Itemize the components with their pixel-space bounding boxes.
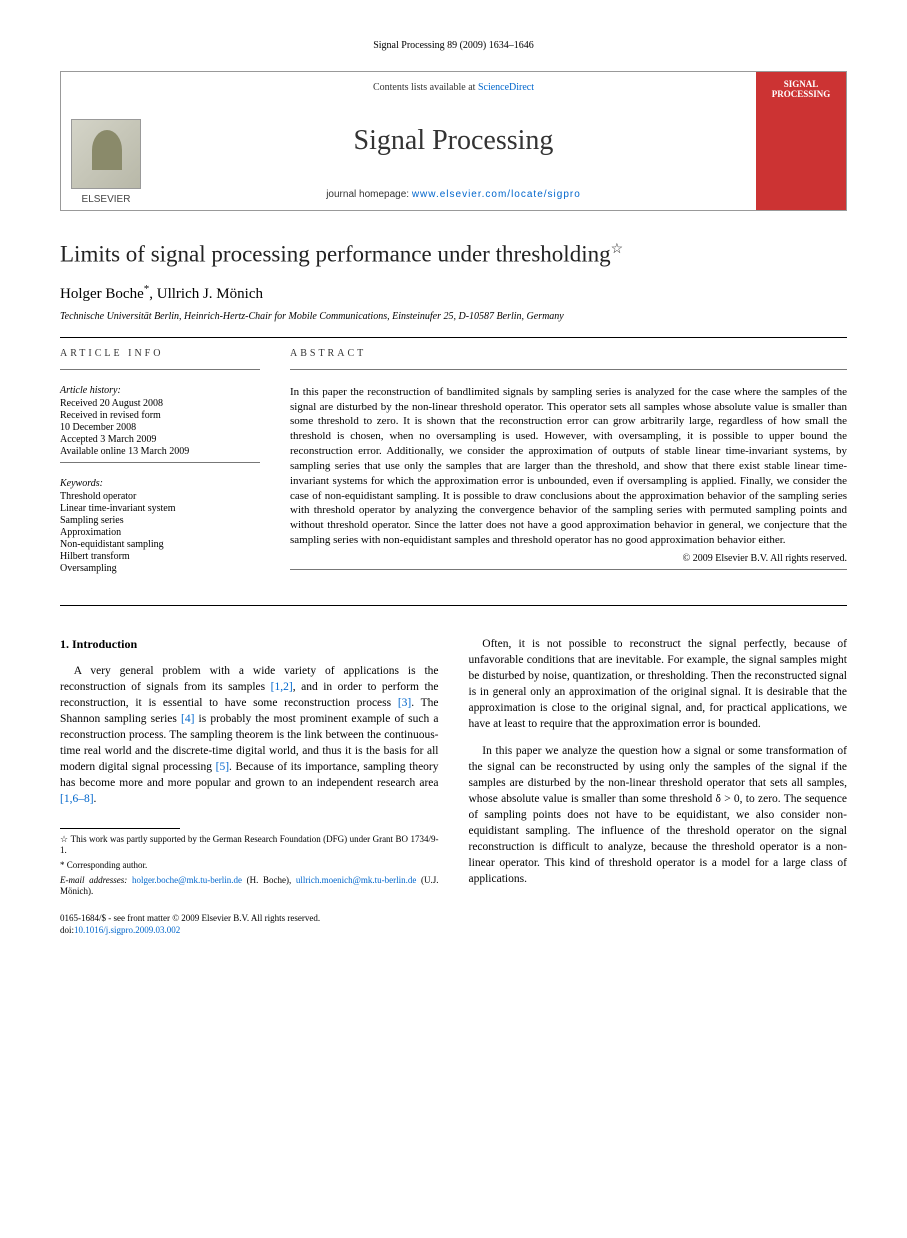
title-footnote-marker: ☆ (611, 242, 624, 257)
journal-banner: ELSEVIER Contents lists available at Sci… (60, 71, 847, 211)
abstract-label: ABSTRACT (290, 348, 847, 359)
article-meta: ARTICLE INFO Article history: Received 2… (60, 348, 847, 585)
history-accepted: Accepted 3 March 2009 (60, 434, 260, 445)
citation-link[interactable]: [4] (181, 713, 194, 725)
email-link-1[interactable]: holger.boche@mk.tu-berlin.de (132, 875, 242, 885)
publisher-logo-block: ELSEVIER (61, 72, 151, 210)
contents-available-line: Contents lists available at ScienceDirec… (171, 82, 736, 93)
doi-prefix: doi: (60, 925, 74, 935)
thin-divider (290, 569, 847, 570)
citation-link[interactable]: [5] (216, 761, 229, 773)
history-label: Article history: (60, 385, 260, 396)
history-received: Received 20 August 2008 (60, 398, 260, 409)
paragraph: In this paper we analyze the question ho… (469, 743, 848, 888)
doi-link[interactable]: 10.1016/j.sigpro.2009.03.002 (74, 925, 180, 935)
homepage-prefix: journal homepage: (326, 189, 412, 200)
cover-title: SIGNAL PROCESSING (760, 80, 842, 100)
author-1: Holger Boche (60, 286, 144, 302)
article-info-column: ARTICLE INFO Article history: Received 2… (60, 348, 260, 585)
thin-divider (60, 369, 260, 370)
divider (60, 605, 847, 606)
footnote-corresponding: * Corresponding author. (60, 860, 439, 872)
author-sep: , (149, 286, 157, 302)
keyword: Oversampling (60, 563, 260, 574)
paragraph: Often, it is not possible to reconstruct… (469, 636, 848, 733)
keyword: Approximation (60, 527, 260, 538)
article-info-label: ARTICLE INFO (60, 348, 260, 359)
citation-link[interactable]: [3] (398, 697, 411, 709)
keyword: Sampling series (60, 515, 260, 526)
column-left: 1. Introduction A very general problem w… (60, 636, 439, 936)
abstract-column: ABSTRACT In this paper the reconstructio… (290, 348, 847, 585)
doi-line: doi:10.1016/j.sigpro.2009.03.002 (60, 925, 439, 937)
title-text: Limits of signal processing performance … (60, 242, 611, 267)
section-1-heading: 1. Introduction (60, 636, 439, 653)
issn-copyright-line: 0165-1684/$ - see front matter © 2009 El… (60, 913, 439, 925)
abstract-copyright: © 2009 Elsevier B.V. All rights reserved… (290, 553, 847, 564)
elsevier-tree-icon (71, 119, 141, 189)
journal-name: Signal Processing (171, 125, 736, 157)
citation-link[interactable]: [1,2] (271, 681, 293, 693)
keyword: Linear time-invariant system (60, 503, 260, 514)
keyword: Threshold operator (60, 491, 260, 502)
abstract-text: In this paper the reconstruction of band… (290, 385, 847, 548)
contents-prefix: Contents lists available at (373, 82, 478, 93)
author-2: Ullrich J. Mönich (157, 286, 263, 302)
column-right: Often, it is not possible to reconstruct… (469, 636, 848, 936)
article-title: Limits of signal processing performance … (60, 241, 847, 268)
footnote-divider (60, 828, 180, 829)
history-revised-2: 10 December 2008 (60, 422, 260, 433)
footnote-funding: ☆ This work was partly supported by the … (60, 834, 439, 857)
history-online: Available online 13 March 2009 (60, 446, 260, 457)
thin-divider (60, 462, 260, 463)
sciencedirect-link[interactable]: ScienceDirect (478, 82, 534, 93)
email-who-1: (H. Boche), (242, 875, 296, 885)
thin-divider (290, 369, 847, 370)
paragraph: A very general problem with a wide varie… (60, 663, 439, 808)
author-list: Holger Boche*, Ullrich J. Mönich (60, 283, 847, 303)
affiliation: Technische Universität Berlin, Heinrich-… (60, 311, 847, 322)
keywords-label: Keywords: (60, 478, 260, 489)
journal-cover: SIGNAL PROCESSING (756, 72, 846, 210)
homepage-line: journal homepage: www.elsevier.com/locat… (171, 189, 736, 200)
keyword: Non-equidistant sampling (60, 539, 260, 550)
body-columns: 1. Introduction A very general problem w… (60, 636, 847, 936)
footnote-emails: E-mail addresses: holger.boche@mk.tu-ber… (60, 875, 439, 898)
banner-center: Contents lists available at ScienceDirec… (151, 72, 756, 210)
text-run: . (94, 793, 97, 805)
publisher-name: ELSEVIER (82, 194, 131, 205)
page-header: Signal Processing 89 (2009) 1634–1646 (60, 40, 847, 51)
citation-link[interactable]: [1,6–8] (60, 793, 94, 805)
homepage-link[interactable]: www.elsevier.com/locate/sigpro (412, 189, 581, 200)
keyword: Hilbert transform (60, 551, 260, 562)
doi-block: 0165-1684/$ - see front matter © 2009 El… (60, 913, 439, 936)
email-link-2[interactable]: ullrich.moenich@mk.tu-berlin.de (296, 875, 417, 885)
history-revised-1: Received in revised form (60, 410, 260, 421)
email-label: E-mail addresses: (60, 875, 132, 885)
divider (60, 337, 847, 338)
